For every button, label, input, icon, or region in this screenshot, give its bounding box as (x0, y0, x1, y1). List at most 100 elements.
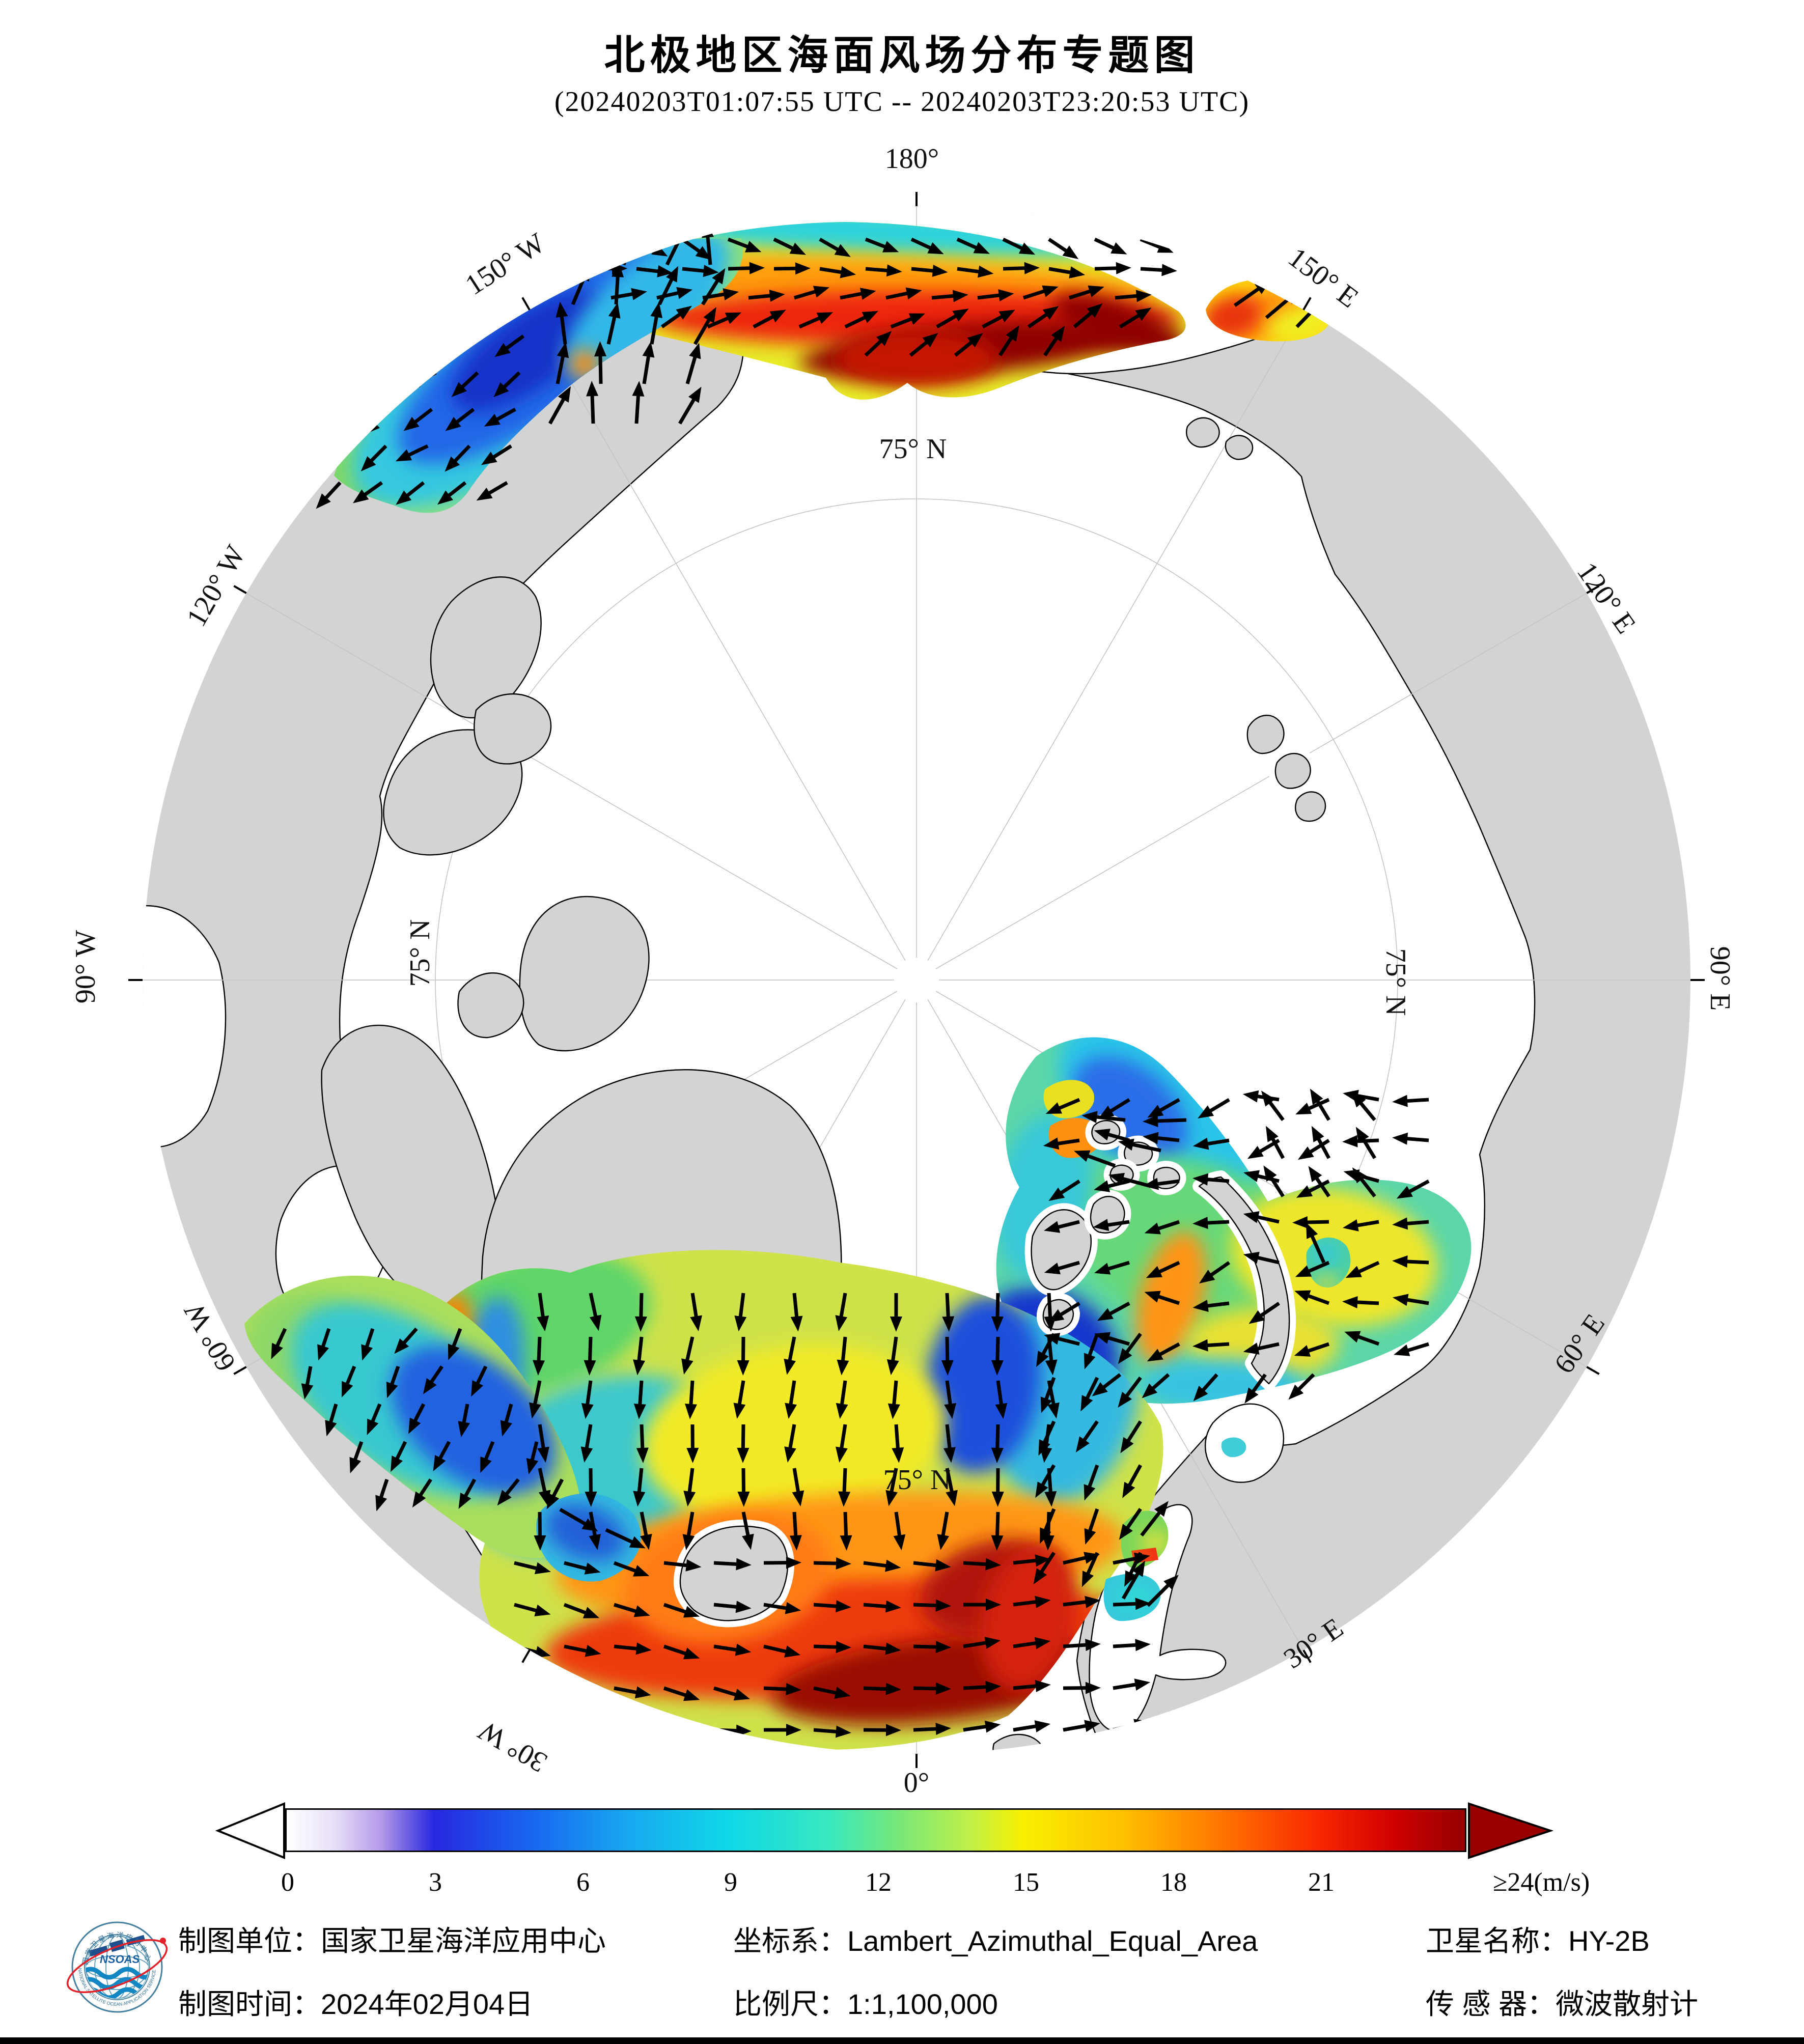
wind-arrow (533, 1336, 545, 1376)
wind-arrow (564, 1644, 601, 1657)
wind-arrow (963, 1599, 1001, 1611)
wind-arrow (1113, 1678, 1151, 1691)
wind-arrow (529, 1380, 542, 1419)
wind-arrow (546, 1478, 564, 1509)
wind-arrow (1092, 1373, 1122, 1396)
wind-arrow (325, 1404, 338, 1437)
wind-arrow (1392, 1217, 1429, 1230)
wind-arrow (737, 1336, 750, 1376)
wind-arrow (836, 1424, 848, 1463)
wind-arrow (1094, 262, 1131, 274)
wind-arrow (564, 1728, 601, 1740)
wind-arrow (819, 237, 851, 257)
wind-arrow (1063, 1552, 1100, 1565)
wind-arrow (1013, 1679, 1051, 1692)
wind-arrow (963, 1720, 1001, 1733)
wind-arrow (1118, 1376, 1142, 1408)
colorbar-left-arrow-icon (215, 1802, 285, 1859)
logo-orbit-icon (66, 1939, 168, 1994)
wind-arrow (1044, 1261, 1080, 1275)
map-clipped-content (143, 206, 1690, 1754)
wind-arrow (395, 444, 429, 462)
wind-arrow (614, 1642, 652, 1655)
wind-arrow (634, 1293, 647, 1332)
wind-arrow (660, 305, 692, 328)
wind-arrow (548, 386, 571, 425)
logo-orbit-dot (160, 1938, 166, 1944)
wind-arrow (1121, 1560, 1145, 1600)
wind-arrow (1294, 1290, 1330, 1305)
colorbar-right-arrow-icon (1468, 1802, 1554, 1859)
wind-arrow (433, 1441, 451, 1472)
wind-arrow (1063, 1595, 1101, 1608)
wind-arrow (334, 334, 358, 363)
wind-arrow (1243, 1211, 1280, 1224)
wind-arrow (408, 1403, 426, 1434)
wind-arrow (556, 342, 569, 384)
wind-arrow (863, 1642, 901, 1655)
wind-arrow (957, 265, 994, 278)
wind-arrow (1063, 1639, 1101, 1651)
wind-arrow (1140, 264, 1177, 276)
wind-arrow (936, 309, 969, 329)
colorbar-gradient (285, 1808, 1466, 1852)
wind-arrow (497, 1478, 520, 1506)
wind-arrow (1147, 1342, 1180, 1362)
wind-arrow (375, 1478, 389, 1511)
wind-arrow (605, 1528, 646, 1549)
wind-arrow (892, 1424, 904, 1463)
wind-arrow (954, 333, 983, 357)
wind-arrow (437, 481, 467, 505)
wind-arrow (412, 1478, 432, 1508)
wind-arrow (1198, 1098, 1230, 1118)
wind-arrow (1094, 237, 1127, 255)
wind-arrow (585, 1468, 597, 1507)
colorbar-tick-9: 9 (724, 1868, 737, 1897)
colorbar-tick-0: 0 (281, 1868, 294, 1897)
wind-arrow (581, 1380, 594, 1419)
wind-arrow (707, 312, 742, 329)
wind-arrow (663, 1603, 700, 1618)
wind-arrow (1306, 1222, 1326, 1264)
wind-arrow (476, 481, 508, 501)
wind-arrow (494, 334, 525, 357)
island-iceland (679, 1525, 789, 1621)
wind-arrow (864, 331, 892, 357)
wind-arrow (1146, 1575, 1179, 1607)
wind-arrow (537, 1424, 549, 1463)
wind-arrow (813, 1600, 851, 1613)
wind-arrow (713, 1601, 752, 1613)
lon-label-30W: 30° W (473, 1715, 552, 1779)
wind-arrow (1084, 1508, 1099, 1545)
wind-arrow (1308, 1166, 1330, 1197)
colorbar-tick-max: ≥24(m/s) (1492, 1868, 1590, 1897)
wind-arrow (1288, 1373, 1315, 1400)
wind-arrow (590, 237, 624, 252)
wind-arrow (693, 307, 716, 345)
wind-arrow (606, 302, 621, 345)
wind-arrow (1297, 1139, 1330, 1160)
island-victoria (383, 729, 523, 856)
wind-arrow (1146, 1261, 1180, 1278)
wind-arrow (911, 264, 948, 277)
wind-arrow (1392, 1255, 1429, 1268)
wind-arrow (890, 1293, 902, 1332)
wind-arrow (863, 1600, 901, 1613)
wind-arrow (1080, 1377, 1099, 1412)
lon-label-180: 180° (885, 143, 939, 175)
wind-arrow (614, 1727, 652, 1740)
island-novaya-zemlya (1198, 1176, 1290, 1385)
wind-arrow (534, 1511, 546, 1551)
wind-arrow (1310, 1088, 1330, 1121)
wind-arrow (1013, 1637, 1051, 1649)
island-severnaya-3 (1295, 791, 1326, 822)
wind-arrow (835, 1293, 848, 1331)
wind-arrow (773, 262, 811, 275)
wind-arrow (352, 481, 383, 503)
wind-arrow (1048, 238, 1079, 259)
wind-arrow (1192, 1217, 1230, 1229)
wind-arrow (737, 1468, 750, 1507)
wind-arrow (1113, 1598, 1151, 1610)
wind-arrow (763, 1723, 801, 1736)
wind-arrow (713, 1558, 752, 1571)
